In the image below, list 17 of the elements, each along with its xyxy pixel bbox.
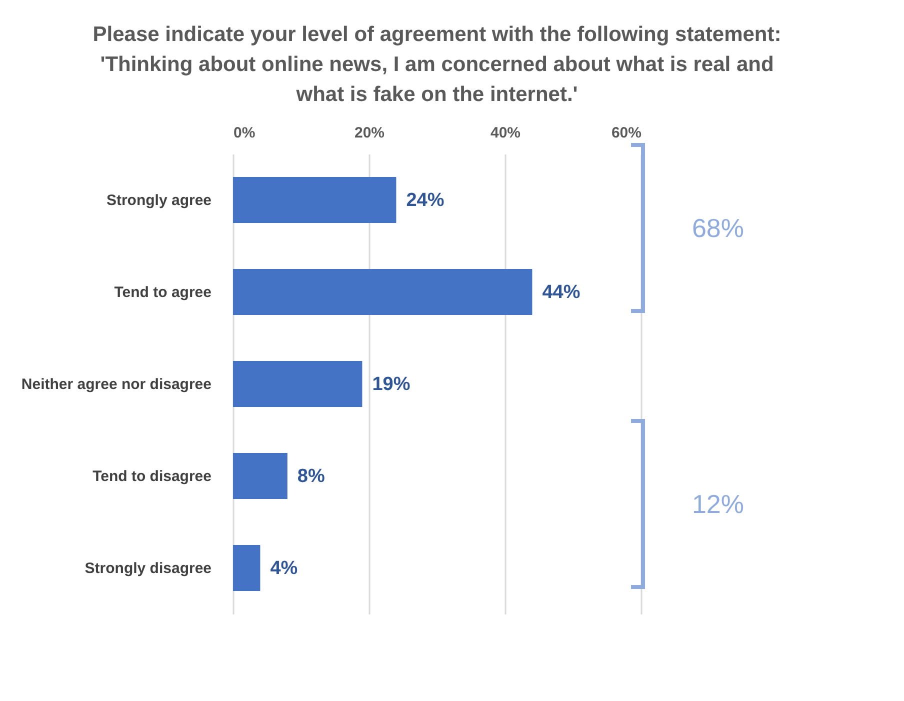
data-label: 4% — [270, 558, 298, 579]
y-tick-label: Neither agree nor disagree — [21, 376, 212, 393]
text: 68% — [692, 213, 744, 243]
data-label: 24% — [406, 190, 444, 211]
y-tick-label: Tend to agree — [114, 284, 212, 301]
y-tick-label: Strongly agree — [106, 192, 212, 209]
y-tick-label: Tend to disagree — [92, 468, 212, 485]
y-tick-label: Strongly disagree — [84, 560, 212, 577]
x-tick-label: 20% — [354, 124, 385, 142]
x-tick-label: 0% — [234, 124, 256, 142]
text: 12% — [692, 489, 744, 519]
data-label: 44% — [542, 282, 580, 303]
x-tick-label: 60% — [611, 124, 642, 142]
x-tick-label: 40% — [490, 124, 521, 142]
chart-title: Please indicate your level of agreement with the following statement: 'Thinking about online news, I am concerned about what is real and what is fake on the internet.' — [92, 23, 782, 106]
data-label: 8% — [297, 466, 325, 487]
data-label: 19% — [372, 374, 410, 395]
